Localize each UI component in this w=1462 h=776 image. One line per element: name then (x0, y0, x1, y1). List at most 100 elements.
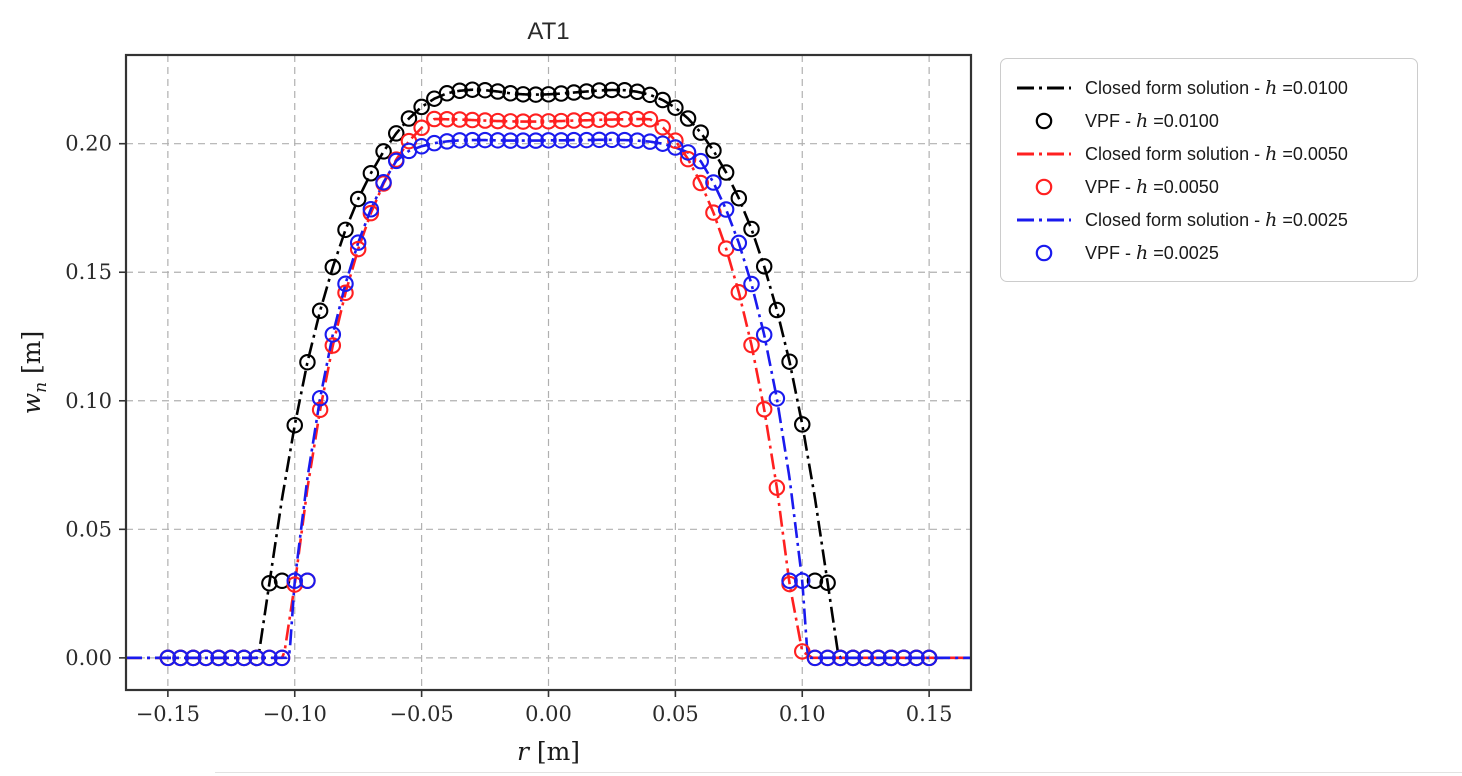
vpf-marker (375, 143, 392, 160)
vpf-marker (781, 353, 798, 370)
vpf-marker (451, 132, 468, 149)
vpf-marker (565, 112, 583, 129)
legend-item-label: Closed form solution - h =0.0100 (1085, 76, 1348, 99)
vpf-marker (730, 234, 748, 252)
y-axis-label: wn [m] (17, 331, 51, 415)
legend-item-label: VPF - h =0.0025 (1085, 241, 1219, 264)
vpf-marker (743, 336, 760, 354)
vpf-marker (654, 118, 671, 136)
legend-item[interactable]: VPF - h =0.0100 (1015, 104, 1401, 137)
vpf-marker (248, 649, 265, 667)
vpf-marker (311, 389, 329, 407)
vpf-marker (793, 416, 811, 433)
vpf-marker (476, 131, 494, 149)
vpf-marker (426, 134, 443, 152)
vpf-marker (286, 416, 303, 434)
x-tick-label: −0.10 (263, 702, 327, 726)
vpf-marker (590, 82, 608, 99)
vpf-marker (679, 144, 697, 161)
vpf-marker (667, 99, 684, 116)
legend-item[interactable]: VPF - h =0.0050 (1015, 170, 1401, 203)
vpf-marker (641, 133, 659, 150)
legend-item[interactable]: VPF - h =0.0025 (1015, 236, 1401, 269)
vpf-marker (311, 302, 329, 320)
vpf-marker (387, 125, 405, 142)
legend-key-dashdot-red (1015, 143, 1073, 165)
vpf-marker (476, 112, 494, 129)
vpf-marker (362, 201, 380, 218)
matplotlib-figure: −0.15 −0.10 −0.05 0.00 0.05 0.10 0.15 0.00 0.05 0… (17, 18, 973, 766)
legend-item-label: VPF - h =0.0050 (1085, 175, 1219, 198)
vpf-marker (349, 190, 367, 208)
vpf-marker (223, 649, 240, 667)
vpf-marker (337, 221, 354, 239)
vpf-marker (324, 326, 342, 343)
vpf-marker (311, 401, 329, 419)
vpf-marker (502, 113, 519, 130)
vpf-marker (552, 85, 570, 102)
vpf-marker (844, 649, 862, 667)
vpf-marker (489, 83, 506, 100)
vpf-marker (184, 649, 202, 667)
vpf-marker (565, 131, 583, 149)
vpf-marker (603, 81, 621, 99)
y-tick-label: 0.00 (65, 646, 112, 670)
closed-form-curve (126, 88, 971, 660)
vpf-marker (159, 649, 177, 667)
vpf-marker (679, 150, 697, 168)
x-tick-label: −0.15 (136, 702, 200, 726)
vpf-marker (172, 649, 189, 667)
vpf-marker (540, 113, 557, 130)
vpf-marker (337, 284, 354, 302)
vpf-marker (451, 82, 468, 99)
vpf-marker (692, 174, 709, 192)
vpf-marker (793, 572, 811, 589)
legend-item-label: Closed form solution - h =0.0025 (1085, 208, 1348, 231)
vpf-marker (616, 81, 633, 99)
vpf-marker (273, 649, 291, 667)
vpf-marker (527, 132, 545, 149)
vpf-marker (908, 649, 925, 667)
vpf-marker (629, 132, 646, 149)
x-tick-label: 0.15 (906, 702, 953, 726)
y-tick-label: 0.10 (65, 389, 112, 413)
vpf-marker (590, 131, 608, 149)
vpf-marker (235, 649, 253, 667)
vpf-marker (920, 649, 938, 667)
vpf-marker (540, 132, 557, 149)
x-tick-label: −0.05 (389, 702, 453, 726)
vpf-marker (679, 110, 697, 127)
vpf-marker (730, 189, 748, 207)
vpf-marker (502, 85, 519, 102)
vpf-marker (540, 86, 557, 103)
vpf-marker (514, 86, 532, 103)
vpf-marker (578, 131, 595, 149)
legend-item[interactable]: Closed form solution - h =0.0050 (1015, 137, 1401, 170)
vpf-marker (755, 401, 773, 418)
vpf-marker (324, 337, 342, 354)
series-markers (159, 81, 938, 667)
vpf-marker (299, 353, 316, 371)
vpf-marker (832, 649, 849, 667)
vpf-marker (882, 649, 900, 667)
vpf-marker (413, 119, 430, 137)
legend-item[interactable]: Closed form solution - h =0.0025 (1015, 203, 1401, 236)
legend-key-marker-blue (1015, 242, 1073, 264)
vpf-marker (755, 326, 773, 343)
vpf-marker (578, 112, 595, 129)
vpf-marker (464, 131, 481, 149)
vpf-marker (692, 152, 709, 170)
vpf-marker (552, 132, 570, 149)
y-tick-label: 0.05 (65, 517, 112, 541)
vpf-marker (527, 113, 545, 130)
x-tick-label: 0.10 (779, 702, 826, 726)
vpf-marker (261, 649, 278, 667)
vpf-marker (692, 124, 709, 141)
legend-key-marker-red (1015, 176, 1073, 198)
plot-canvas: −0.15 −0.10 −0.05 0.00 0.05 0.10 0.15 0.00 0.05 0… (17, 18, 973, 766)
legend-item[interactable]: Closed form solution - h =0.0100 (1015, 71, 1401, 104)
vpf-marker (743, 220, 760, 238)
vpf-marker (870, 649, 887, 667)
vpf-marker (857, 649, 874, 667)
